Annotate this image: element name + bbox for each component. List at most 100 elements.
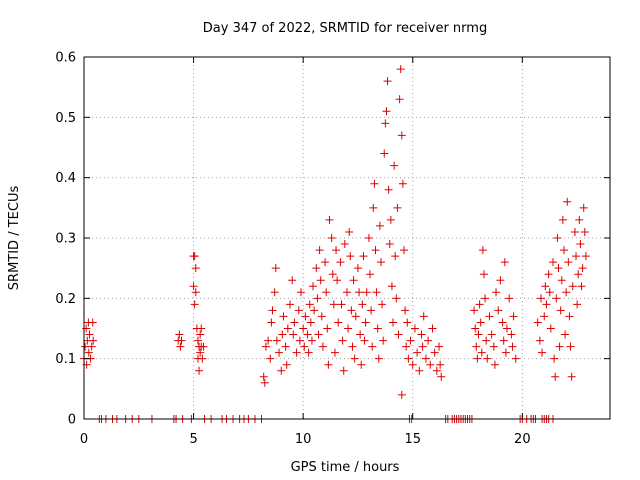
data-point [419,312,428,321]
data-point [489,342,498,351]
data-point [578,264,587,273]
data-point [292,348,301,357]
data-point [496,276,505,285]
data-point [505,294,514,303]
data-point [267,318,276,327]
data-point [398,179,407,188]
data-point [295,336,304,345]
data-point [430,348,439,357]
data-point [260,378,269,387]
data-point [340,240,349,249]
data-point [474,330,483,339]
data-point [545,288,554,297]
data-point [501,348,510,357]
data-point [366,270,375,279]
x-tick-label: 0 [80,432,88,447]
data-point [511,354,520,363]
plot-frame [83,56,611,420]
data-point [307,336,316,345]
data-point [346,252,355,261]
data-point [576,240,585,249]
data-point [415,366,424,375]
data-point [581,252,590,261]
data-point [369,203,378,212]
data-point [351,312,360,321]
data-point [410,324,419,333]
data-point [401,306,410,315]
data-point [190,300,199,309]
data-point [85,330,94,339]
data-point [394,330,403,339]
data-point [357,360,366,369]
data-point [309,282,318,291]
data-point [404,354,413,363]
data-point [355,288,364,297]
data-point [317,312,326,321]
data-point [561,330,570,339]
data-point [535,336,544,345]
data-point [399,246,408,255]
data-point [327,234,336,242]
data-point [478,246,487,255]
data-point [437,372,446,381]
data-point [344,324,353,333]
data-point [393,203,402,212]
data-point [374,354,383,363]
data-point [337,300,346,309]
data-point [421,354,430,363]
data-point [424,336,433,345]
data-point [89,336,98,345]
data-point [558,215,567,224]
data-point [315,246,324,255]
data-point [573,300,582,309]
data-point [301,312,310,321]
data-point [195,366,204,375]
data-point [536,294,545,303]
data-point [485,312,494,321]
data-point [382,107,391,116]
data-point [492,288,501,297]
data-point [288,276,297,285]
data-point [198,354,207,363]
data-point [383,77,392,86]
data-point [190,252,199,261]
data-point [541,282,550,291]
data-point [324,360,333,369]
data-point [498,318,507,327]
data-point [564,258,573,267]
data-point [550,354,559,363]
data-point [333,276,342,285]
data-point [306,318,315,327]
data-point [304,348,313,357]
data-point [470,306,479,315]
data-point [199,342,208,351]
data-point [551,372,560,381]
data-point [575,215,584,224]
x-tick-label: 20 [514,432,531,447]
data-point [395,95,404,104]
data-point [477,348,486,357]
data-point [349,276,358,285]
data-point [372,288,381,297]
data-point [261,342,270,351]
data-point [367,306,376,315]
data-point [196,348,205,357]
data-point [546,324,555,333]
data-point [577,282,586,291]
y-tick-label: 0.2 [55,292,76,307]
data-point [563,197,572,206]
data-point [176,342,185,351]
data-point [385,240,394,249]
data-point [479,270,488,279]
data-point [392,294,401,303]
data-point [562,288,571,297]
data-point [426,360,435,369]
data-point [279,312,288,321]
data-point [396,65,405,74]
data-point [368,342,377,351]
data-point [362,288,371,297]
data-point [402,342,411,351]
data-point [559,246,568,255]
data-point [364,234,373,242]
